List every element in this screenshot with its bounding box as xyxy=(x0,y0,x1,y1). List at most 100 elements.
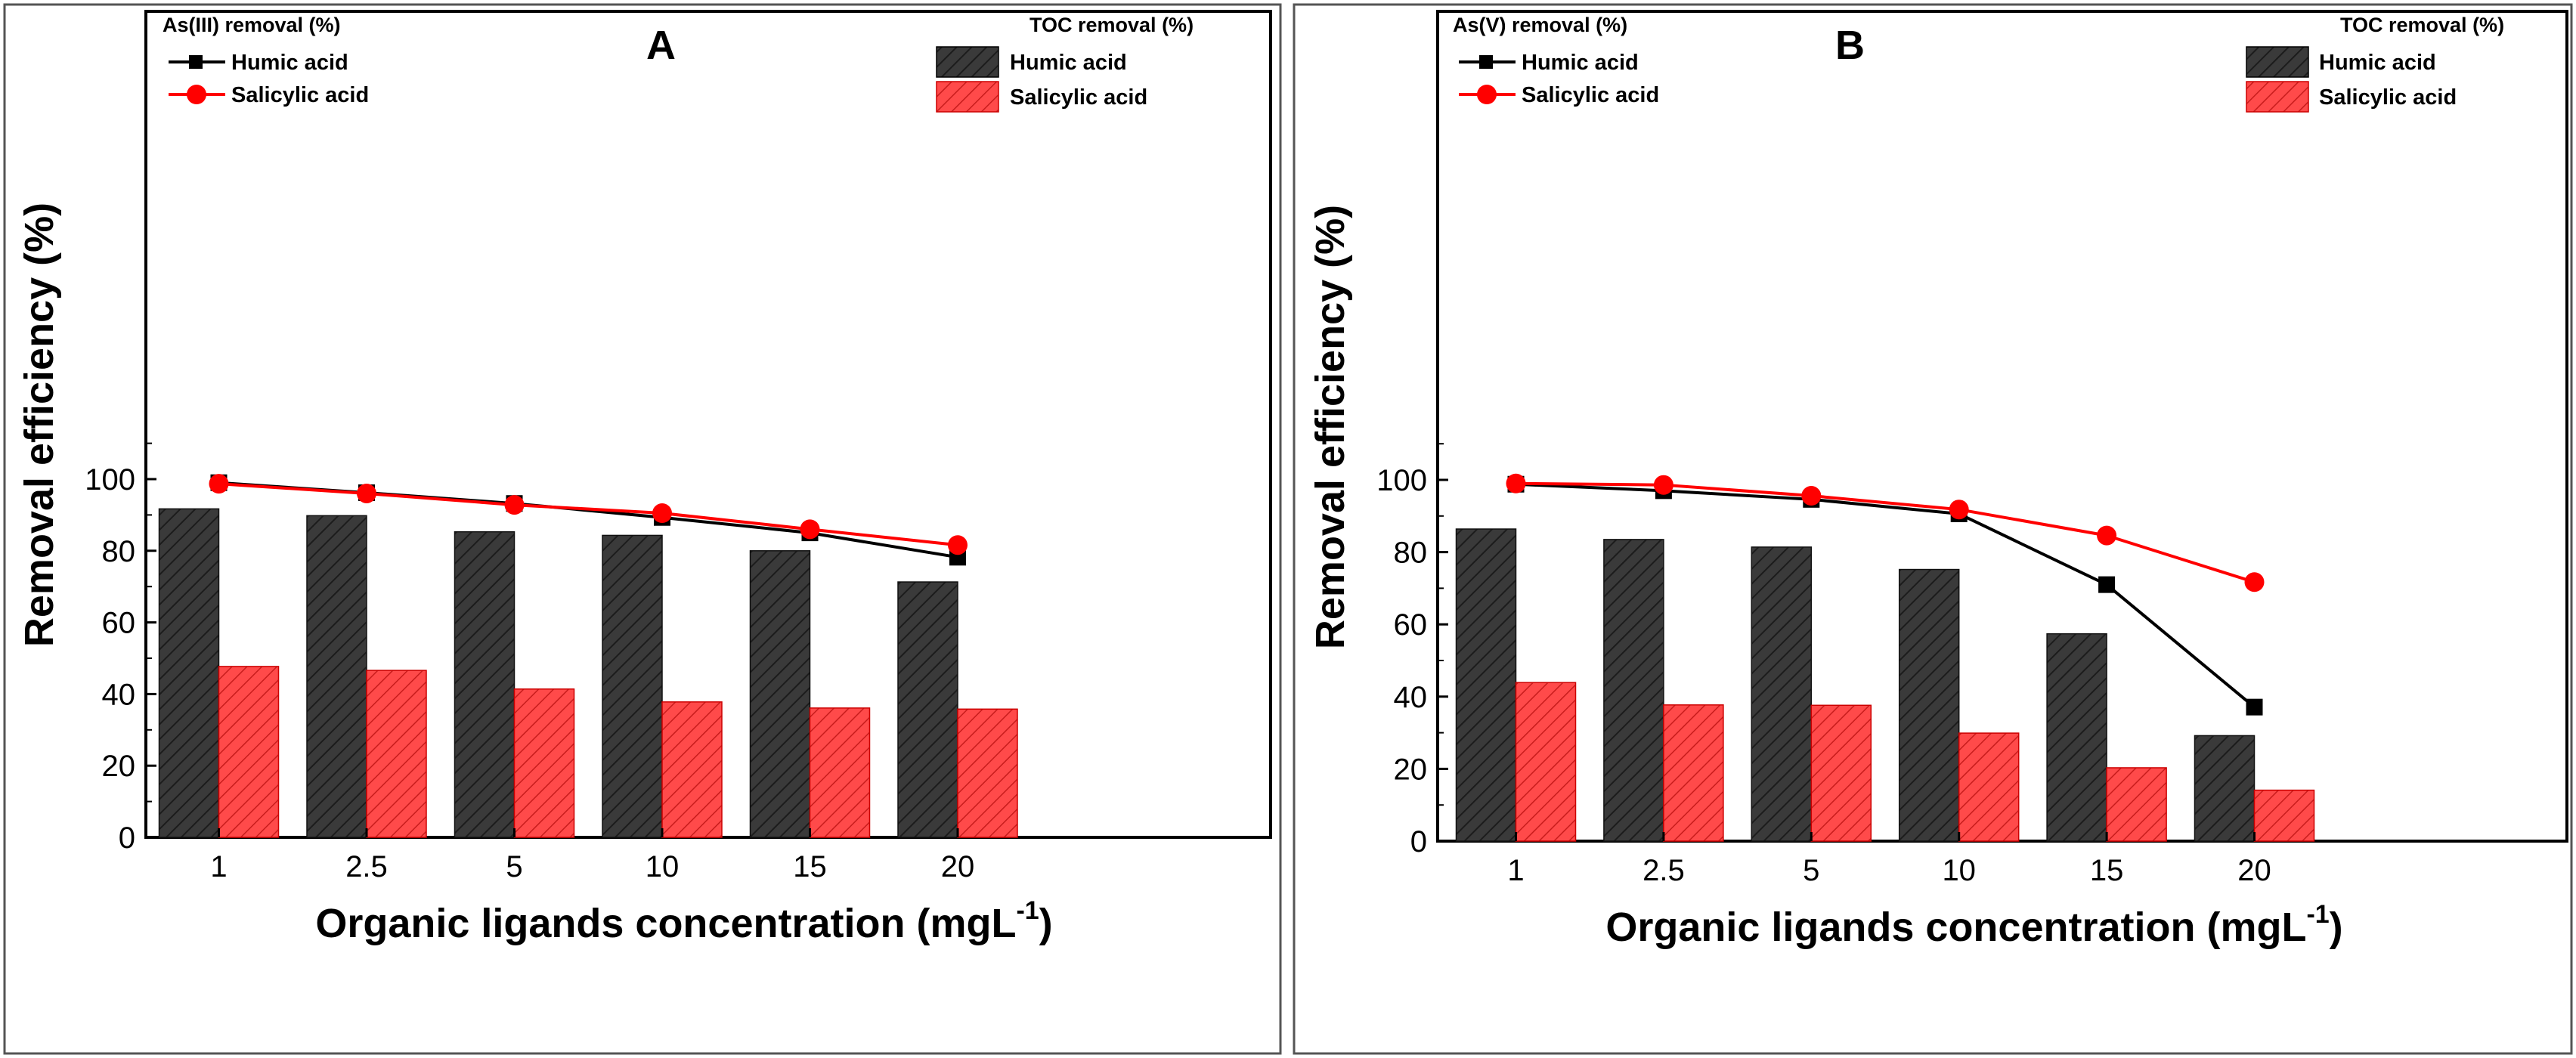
panel-b-ytick-label: 40 xyxy=(1394,681,1428,714)
panel-a-ytick-label: 60 xyxy=(102,607,136,640)
panel-b-xtick-label: 15 xyxy=(2090,854,2124,887)
panel-a-bar-humic xyxy=(897,581,958,838)
panel-a-markers xyxy=(209,474,968,566)
panel-a-ytick-label: 80 xyxy=(102,535,136,568)
panel-b: 0 20 40 60 80 100 1 2.5 5 10 15 20 B Removal effici… xyxy=(1293,3,2573,1055)
panel-b-ytick-label: 100 xyxy=(1376,464,1427,497)
panel-a-xlabel-main: Organic ligands concentration (mgL xyxy=(315,901,1016,946)
panel-b-lines xyxy=(1516,481,2256,709)
panel-b-bar-salicylic xyxy=(2106,767,2167,842)
panel-b-xtick-label: 20 xyxy=(2237,854,2271,887)
panel-b-xlabel-close: ) xyxy=(2330,905,2343,950)
panel-a-legend-bar-humic-label: Humic acid xyxy=(1010,51,1127,75)
panel-a-bar-legend: TOC removal (%) Humic acid Salicylic aci… xyxy=(936,14,1194,113)
panel-a-bars xyxy=(158,508,1018,838)
panel-b-bar-legend-title: TOC removal (%) xyxy=(2340,14,2504,36)
panel-b-xlabel-main: Organic ligands concentration (mgL xyxy=(1605,905,2306,950)
panel-b-bar-humic xyxy=(1751,546,1813,842)
panel-b-legend-line-humic-label: Humic acid xyxy=(1522,51,1639,75)
panel-b-legend-swatch-salicylic xyxy=(2246,81,2309,113)
panel-b-bar-humic xyxy=(1603,539,1664,842)
panel-b-legend-line-salicylic-label: Salicylic acid xyxy=(1522,83,1659,107)
panel-a-xtick-label: 2.5 xyxy=(345,850,388,883)
panel-a-bar-humic xyxy=(158,508,220,838)
panel-b-bar-salicylic xyxy=(1515,682,1577,842)
panel-a-bar-salicylic xyxy=(218,666,280,838)
panel-a-xtick-label: 1 xyxy=(210,850,227,883)
panel-b-border xyxy=(1293,3,2573,1055)
panel-a-bar-salicylic xyxy=(957,708,1018,838)
panel-b-xtick-label: 2.5 xyxy=(1643,854,1685,887)
panel-b-bar-salicylic xyxy=(1810,704,1872,842)
panel-b-bar-humic xyxy=(1455,528,1517,842)
panel-a-legend-line-humic-label: Humic acid xyxy=(231,51,348,75)
panel-b-xlabel: Organic ligands concentration (mgL-1) xyxy=(1605,900,2342,950)
panel-a-line-legend: As(III) removal (%) Humic acid Salicylic… xyxy=(163,14,369,107)
panel-a-bar-salicylic xyxy=(513,688,575,838)
panel-a-legend-circle-marker xyxy=(187,85,206,104)
panel-a-ytick-label: 40 xyxy=(102,678,136,711)
panel-b-legend-bar-salicylic-label: Salicylic acid xyxy=(2319,85,2457,110)
panel-a-legend-swatch-salicylic xyxy=(936,81,999,113)
panel-a-xtick-label: 15 xyxy=(793,850,827,883)
panel-b-line-humic xyxy=(1516,482,2256,709)
panel-a-bar-salicylic xyxy=(809,707,871,838)
panel-b-bar-humic xyxy=(2194,735,2256,842)
panel-a-point-salicylic xyxy=(652,503,672,524)
panel-b-point-salicylic xyxy=(2244,572,2265,592)
panel-a-xlabel: Organic ligands concentration (mgL-1) xyxy=(315,896,1052,946)
panel-b-bar-humic xyxy=(1898,568,1960,842)
panel-a-bar-humic xyxy=(749,550,811,838)
panel-a-bar-humic xyxy=(306,515,367,838)
panel-b-point-humic xyxy=(2246,698,2263,716)
panel-a-point-salicylic xyxy=(357,483,376,503)
panel-a-xtick-label: 5 xyxy=(506,850,522,883)
panel-a-xlabel-sup: -1 xyxy=(1016,896,1039,925)
panel-b-ytick-label: 20 xyxy=(1394,753,1428,786)
panel-b-bar-salicylic xyxy=(2253,789,2315,842)
panel-a-point-salicylic xyxy=(948,535,968,555)
panel-a-border xyxy=(3,3,1282,1055)
panel-b-line-salicylic xyxy=(1516,481,2256,584)
panel-b-point-salicylic xyxy=(1506,473,1526,493)
panel-b-point-salicylic xyxy=(1801,486,1822,506)
panel-b-ytick-label: 80 xyxy=(1394,537,1428,570)
panel-a-legend-square-marker xyxy=(189,55,203,69)
panel-b-line-legend-title: As(V) removal (%) xyxy=(1453,14,1627,36)
panel-b-ytick-label: 0 xyxy=(1410,825,1427,858)
panel-b-ticks: 0 20 40 60 80 100 1 2.5 5 10 15 20 xyxy=(1376,443,2271,887)
panel-b-bar-legend: TOC removal (%) Humic acid Salicylic aci… xyxy=(2246,14,2504,113)
panel-b-bars xyxy=(1455,528,2315,842)
panel-a-ticks: 0 20 40 60 80 100 1 2.5 5 10 15 20 xyxy=(85,442,974,883)
panel-b-point-humic xyxy=(2098,576,2116,593)
panel-b-xtick-label: 1 xyxy=(1507,854,1524,887)
panel-b-legend-bar-humic-label: Humic acid xyxy=(2319,51,2436,75)
panel-b-point-salicylic xyxy=(2097,525,2117,546)
panel-a-ytick-label: 20 xyxy=(102,750,136,783)
panel-b-line-legend: As(V) removal (%) Humic acid Salicylic a… xyxy=(1453,14,1659,107)
panel-b-legend-circle-marker xyxy=(1477,85,1497,104)
panel-b-xtick-label: 5 xyxy=(1803,854,1819,887)
panel-b-bar-humic xyxy=(2046,633,2107,842)
panel-b-markers xyxy=(1506,473,2265,716)
panel-b-legend-swatch-humic xyxy=(2246,46,2309,78)
panel-a-legend-line-salicylic-label: Salicylic acid xyxy=(231,83,369,107)
panel-a-lines xyxy=(218,481,958,559)
panel-b-ylabel: Removal efficiency (%) xyxy=(1308,205,1353,649)
panel-b-xlabel-sup: -1 xyxy=(2306,900,2329,929)
panel-a-label: A xyxy=(646,23,676,68)
panel-b-bar-salicylic xyxy=(1958,732,2020,842)
panel-a: 0 20 40 60 80 100 1 2.5 5 10 15 20 A Removal effici… xyxy=(3,3,1282,1055)
panel-a-bar-salicylic xyxy=(661,701,723,838)
panel-a-ytick-label: 100 xyxy=(85,463,135,497)
panel-a-point-salicylic xyxy=(504,495,525,515)
panel-a-line-salicylic xyxy=(218,482,958,547)
panel-b-point-salicylic xyxy=(1949,500,1969,520)
panel-b-ytick-label: 60 xyxy=(1394,608,1428,642)
panel-a-point-salicylic xyxy=(800,519,820,540)
panel-a-bar-humic xyxy=(602,534,663,838)
panel-a-bar-legend-title: TOC removal (%) xyxy=(1029,14,1194,36)
panel-a-legend-bar-salicylic-label: Salicylic acid xyxy=(1010,85,1147,110)
panel-b-legend-square-marker xyxy=(1479,55,1493,69)
